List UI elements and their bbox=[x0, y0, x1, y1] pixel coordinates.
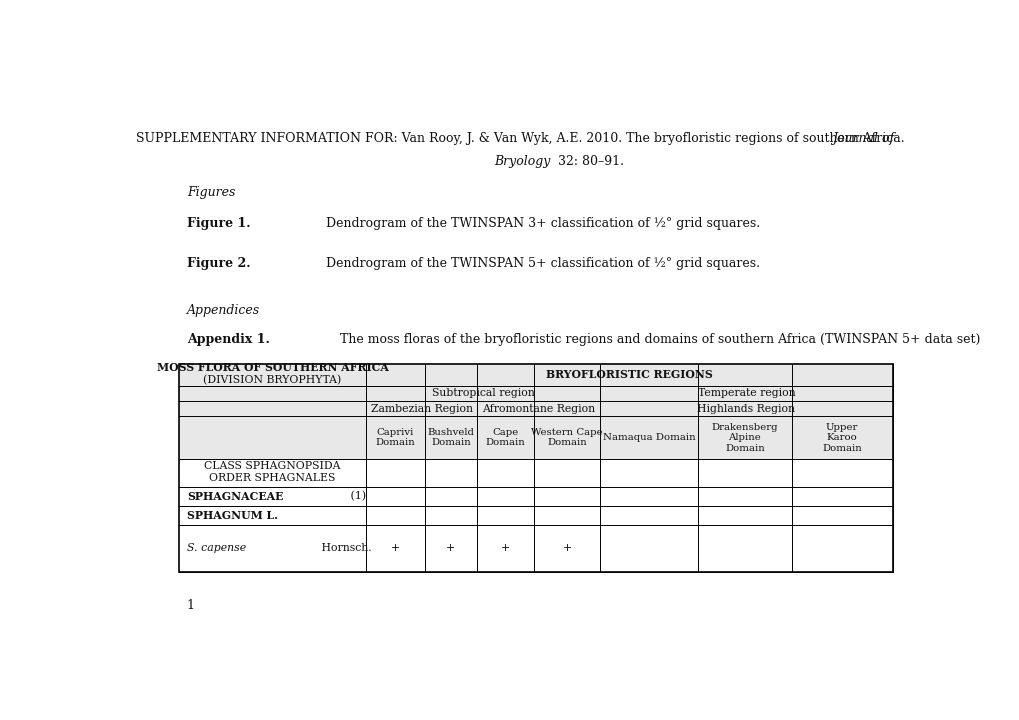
Text: Drakensberg
Alpine
Domain: Drakensberg Alpine Domain bbox=[711, 423, 777, 452]
Text: Dendrogram of the TWINSPAN 5+ classification of ½° grid squares.: Dendrogram of the TWINSPAN 5+ classifica… bbox=[321, 257, 759, 270]
Text: Cape
Domain: Cape Domain bbox=[485, 428, 525, 447]
Text: CLASS SPHAGNOPSIDA: CLASS SPHAGNOPSIDA bbox=[204, 462, 340, 471]
Bar bbox=[178, 416, 892, 459]
Text: Appendices: Appendices bbox=[186, 304, 260, 317]
Text: +: + bbox=[500, 544, 510, 554]
Text: Caprivi
Domain: Caprivi Domain bbox=[375, 428, 415, 447]
Bar bbox=[178, 364, 892, 572]
Text: (1): (1) bbox=[346, 491, 366, 502]
Bar bbox=[178, 364, 892, 572]
Text: 32: 80–91.: 32: 80–91. bbox=[554, 155, 624, 168]
Bar bbox=[178, 386, 892, 401]
Text: Figures: Figures bbox=[186, 186, 235, 199]
Text: SUPPLEMENTARY INFORMATION FOR: Van Rooy, J. & Van Wyk, A.E. 2010. The bryofloris: SUPPLEMENTARY INFORMATION FOR: Van Rooy,… bbox=[137, 132, 908, 145]
Text: Journal of: Journal of bbox=[832, 132, 894, 145]
Text: Bryology: Bryology bbox=[494, 155, 550, 168]
Text: +: + bbox=[446, 544, 454, 554]
Text: Figure 2.: Figure 2. bbox=[186, 257, 251, 270]
Bar bbox=[178, 401, 892, 416]
Text: Highlands Region: Highlands Region bbox=[697, 403, 795, 413]
Text: SPHAGNUM L.: SPHAGNUM L. bbox=[186, 510, 277, 521]
Text: Figure 1.: Figure 1. bbox=[186, 217, 251, 230]
Text: 1: 1 bbox=[186, 599, 195, 612]
Text: Dendrogram of the TWINSPAN 3+ classification of ½° grid squares.: Dendrogram of the TWINSPAN 3+ classifica… bbox=[321, 217, 759, 230]
Text: Western Cape
Domain: Western Cape Domain bbox=[531, 428, 602, 447]
Text: Namaqua Domain: Namaqua Domain bbox=[602, 433, 695, 442]
Text: +: + bbox=[561, 544, 571, 554]
Bar bbox=[178, 364, 892, 386]
Text: Subtropical region: Subtropical region bbox=[431, 388, 534, 398]
Text: SPHAGNACEAE: SPHAGNACEAE bbox=[186, 491, 283, 502]
Text: MOSS FLORA OF SOUTHERN AFRICA: MOSS FLORA OF SOUTHERN AFRICA bbox=[157, 362, 388, 373]
Text: Afromontane Region: Afromontane Region bbox=[482, 403, 594, 413]
Text: Zambezian Region: Zambezian Region bbox=[370, 403, 472, 413]
Text: Upper
Karoo
Domain: Upper Karoo Domain bbox=[821, 423, 861, 452]
Text: +: + bbox=[390, 544, 399, 554]
Text: BRYOFLORISTIC REGIONS: BRYOFLORISTIC REGIONS bbox=[545, 369, 712, 380]
Text: Hornsch.: Hornsch. bbox=[318, 544, 371, 554]
Text: (DIVISION BRYOPHYTA): (DIVISION BRYOPHYTA) bbox=[203, 375, 341, 385]
Text: Temperate region: Temperate region bbox=[697, 388, 795, 398]
Text: The moss floras of the bryofloristic regions and domains of southern Africa (TWI: The moss floras of the bryofloristic reg… bbox=[336, 333, 980, 346]
Text: S. capense: S. capense bbox=[186, 544, 246, 554]
Text: ORDER SPHAGNALES: ORDER SPHAGNALES bbox=[209, 473, 335, 483]
Text: Appendix 1.: Appendix 1. bbox=[186, 333, 269, 346]
Text: Bushveld
Domain: Bushveld Domain bbox=[427, 428, 474, 447]
